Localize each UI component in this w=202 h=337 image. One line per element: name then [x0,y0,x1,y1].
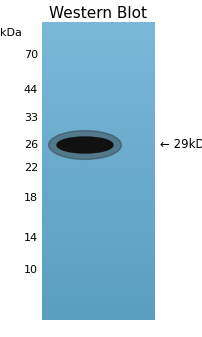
Text: Western Blot: Western Blot [49,5,147,21]
Ellipse shape [57,137,113,153]
Text: 14: 14 [24,233,38,243]
Text: kDa: kDa [0,28,22,38]
Text: 44: 44 [24,85,38,95]
Text: 70: 70 [24,50,38,60]
Ellipse shape [48,131,121,159]
Text: 33: 33 [24,113,38,123]
Text: 18: 18 [24,193,38,203]
Text: 22: 22 [24,163,38,173]
Text: ← 29kDa: ← 29kDa [159,139,202,152]
Text: 10: 10 [24,265,38,275]
Text: 26: 26 [24,140,38,150]
